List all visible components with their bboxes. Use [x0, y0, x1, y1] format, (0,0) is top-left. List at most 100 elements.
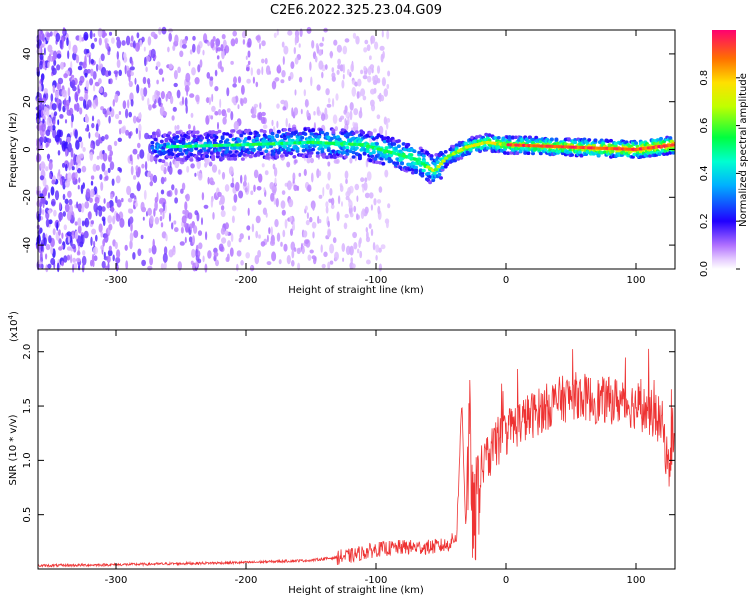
- noise-speck: [278, 259, 282, 265]
- noise-speck: [130, 222, 133, 232]
- noise-speck: [214, 86, 219, 92]
- noise-speck: [189, 223, 193, 231]
- noise-speck: [273, 32, 277, 38]
- noise-speck: [116, 51, 120, 60]
- noise-speck: [40, 110, 44, 117]
- noise-speck: [238, 190, 244, 199]
- noise-speck: [117, 137, 123, 142]
- noise-speck: [310, 76, 313, 87]
- ridge-mark: [412, 149, 417, 153]
- noise-speck: [165, 233, 168, 242]
- noise-speck: [260, 116, 266, 124]
- ridge-mark: [275, 134, 280, 138]
- noise-speck: [41, 75, 44, 84]
- noise-speck: [149, 173, 154, 182]
- ridge-mark: [322, 154, 326, 159]
- ridge-mark: [325, 155, 330, 159]
- ridge-mark: [233, 156, 238, 161]
- ridge-mark: [242, 153, 247, 157]
- noise-speck: [152, 174, 158, 184]
- noise-speck: [141, 95, 145, 101]
- noise-speck: [193, 225, 198, 234]
- snr-y-label: SNR (10 * v/v): [8, 414, 19, 485]
- noise-speck: [42, 97, 46, 104]
- noise-speck: [329, 50, 333, 59]
- noise-speck: [182, 39, 188, 45]
- noise-speck: [50, 246, 54, 255]
- ridge-mark: [155, 154, 160, 158]
- noise-speck: [290, 228, 293, 236]
- noise-speck: [182, 210, 186, 215]
- ridge-mark: [632, 152, 637, 157]
- noise-speck: [198, 242, 203, 250]
- noise-speck: [188, 60, 191, 67]
- noise-speck: [92, 163, 98, 172]
- noise-speck: [330, 204, 335, 210]
- ridge-mark: [315, 154, 320, 158]
- ridge-mark: [289, 151, 294, 156]
- ridge-mark: [552, 142, 557, 146]
- snr-x-tick-label: -300: [105, 575, 128, 586]
- noise-speck: [39, 175, 45, 181]
- noise-speck: [353, 108, 359, 116]
- noise-speck: [168, 212, 172, 222]
- noise-speck: [118, 111, 122, 115]
- ridge-mark: [570, 153, 574, 157]
- noise-speck: [303, 89, 306, 97]
- noise-speck: [302, 230, 308, 238]
- noise-speck: [216, 232, 221, 240]
- ridge-mark: [332, 155, 337, 159]
- noise-speck: [240, 260, 244, 266]
- noise-speck: [348, 199, 353, 209]
- noise-speck: [280, 200, 286, 209]
- noise-speck: [105, 175, 109, 181]
- ridge-mark: [507, 135, 512, 139]
- noise-speck: [36, 153, 42, 162]
- snr-y-tick-label: 2.0: [22, 344, 33, 360]
- noise-speck: [130, 99, 134, 107]
- noise-speck: [229, 247, 234, 257]
- ridge-mark: [456, 157, 461, 161]
- ridge-mark: [609, 138, 613, 143]
- noise-speck: [100, 106, 104, 111]
- noise-speck: [345, 245, 351, 255]
- ridge-mark: [181, 137, 186, 142]
- noise-speck: [281, 209, 286, 216]
- noise-speck: [247, 50, 251, 58]
- ridge-mark: [434, 153, 439, 157]
- noise-speck: [137, 142, 141, 149]
- noise-speck: [369, 55, 372, 60]
- ridge-mark: [276, 129, 281, 134]
- ridge-mark: [270, 131, 275, 136]
- noise-speck: [167, 46, 170, 53]
- snr-x-tick-label: 0: [503, 575, 509, 586]
- ridge-mark: [665, 152, 670, 156]
- snr-y-tick-label: 1.5: [22, 398, 33, 414]
- noise-speck: [98, 57, 101, 67]
- ridge-mark: [368, 151, 373, 156]
- noise-speck: [99, 174, 103, 180]
- noise-speck: [81, 255, 87, 266]
- noise-speck: [205, 97, 210, 103]
- noise-speck: [280, 79, 285, 84]
- noise-speck: [359, 106, 362, 114]
- noise-speck: [156, 192, 159, 202]
- noise-speck: [132, 252, 136, 260]
- noise-speck: [207, 250, 212, 259]
- noise-speck: [160, 222, 164, 228]
- noise-speck: [150, 48, 156, 59]
- ridge-mark: [231, 129, 236, 133]
- noise-speck: [160, 263, 164, 270]
- ridge-mark: [342, 146, 347, 150]
- noise-speck: [39, 252, 43, 262]
- ridge-mark: [269, 139, 273, 143]
- noise-speck: [345, 178, 348, 184]
- noise-speck: [77, 184, 80, 190]
- ridge-mark: [194, 146, 199, 151]
- noise-speck: [185, 193, 190, 202]
- noise-speck: [386, 30, 390, 40]
- noise-speck: [232, 83, 237, 88]
- noise-speck: [129, 239, 133, 250]
- noise-speck: [203, 204, 209, 209]
- colorbar-tick-label: 0.0: [699, 261, 710, 277]
